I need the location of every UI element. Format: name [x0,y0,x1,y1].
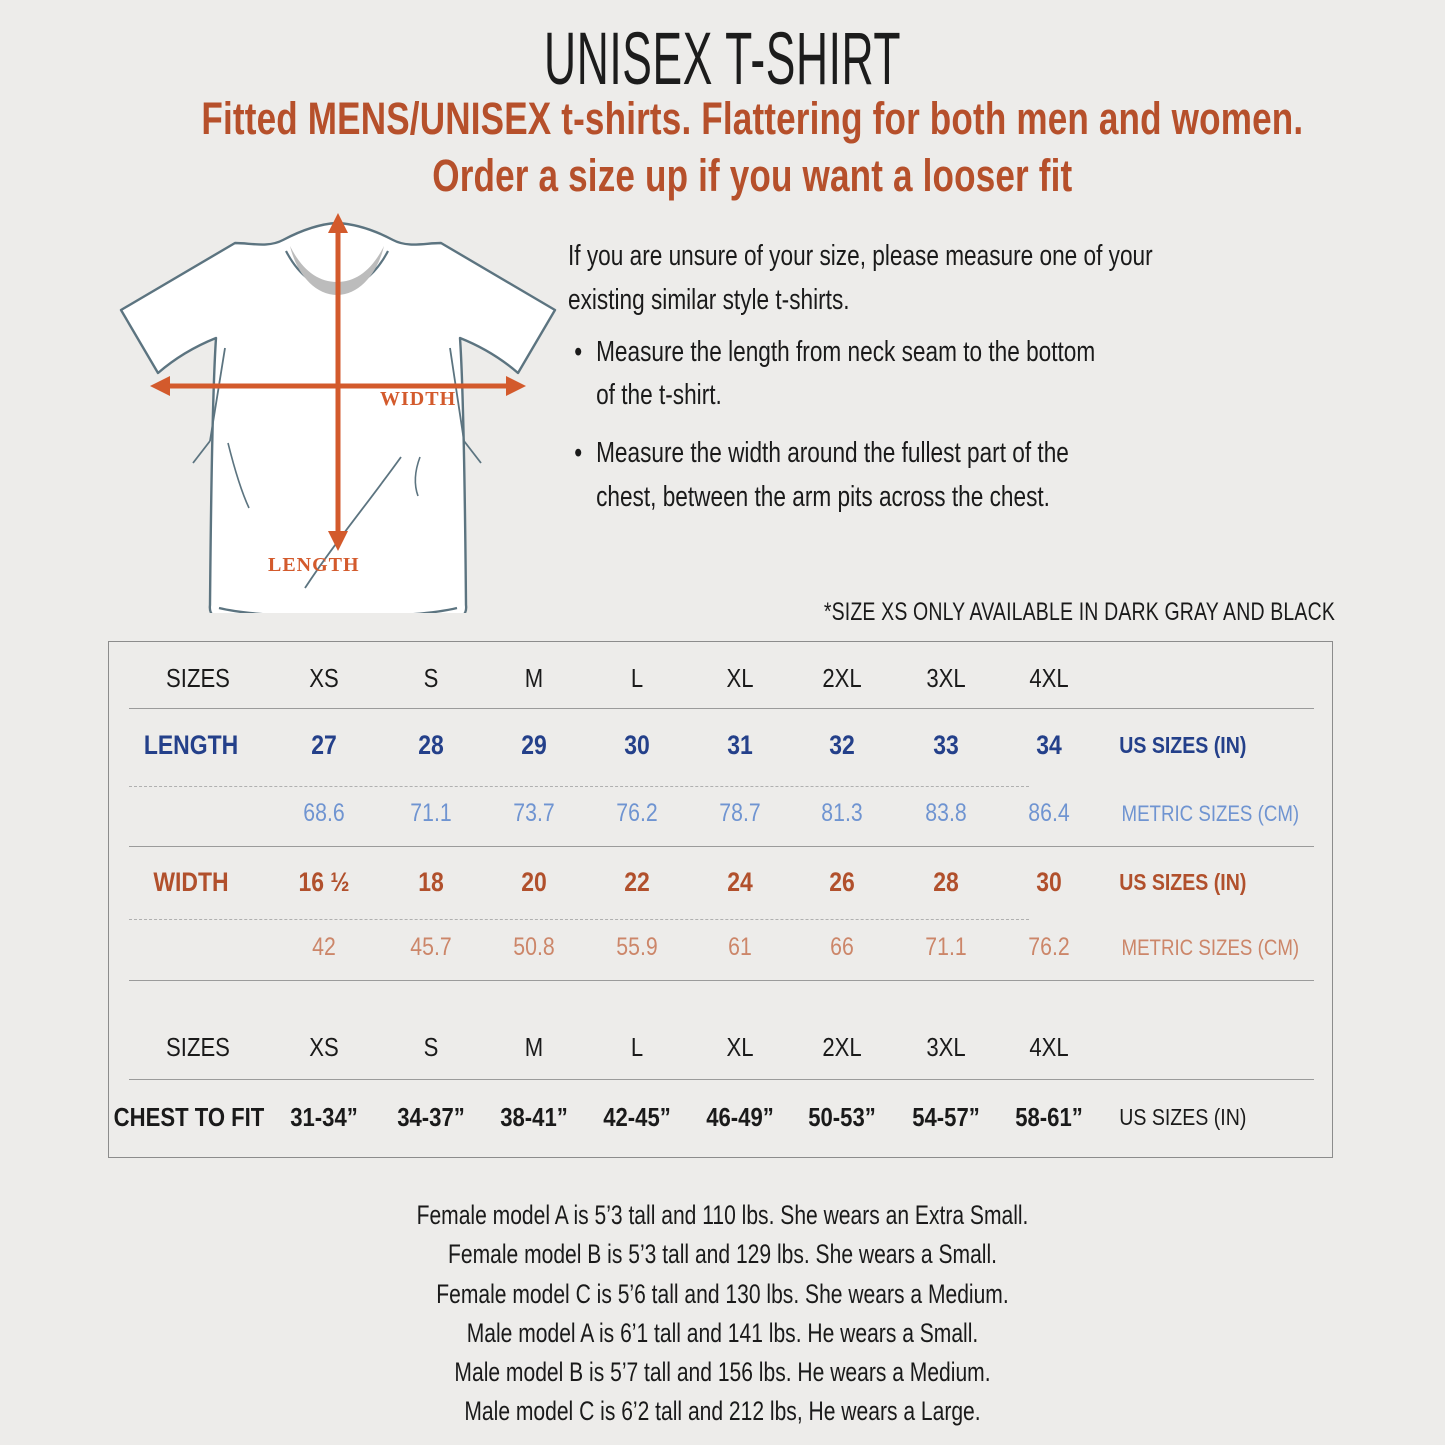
svg-text:WIDTH: WIDTH [380,388,456,410]
svg-text:LENGTH: LENGTH [268,554,360,576]
